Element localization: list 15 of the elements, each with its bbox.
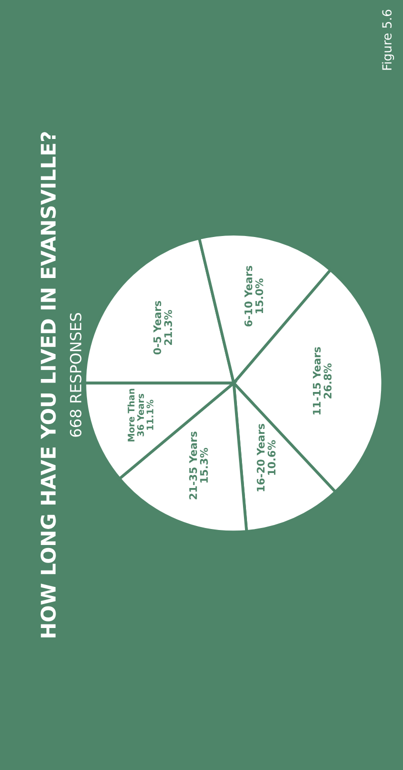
caption: Figure 5.6 [382,10,394,70]
data-label: 21.3% [164,310,172,345]
data-label: 15.3% [200,448,208,482]
data-label: 11.1% [146,400,154,430]
text: 668 RESPONSES [70,313,82,437]
slice-label: 21-35 Years [189,432,198,500]
slice-label: More Than 36 Years [128,388,144,442]
data-label: 10.6% [268,440,276,475]
data-label: 15.0% [255,278,264,314]
slice-label: 11-15 Years [312,347,321,414]
slice-label: 16-20 Years [256,424,265,492]
slice-label: 0-5 Years [153,300,162,354]
data-label: 26.8% [324,363,332,398]
text: HOW LONG HAVE YOU LIVED IN EVANSVILLE? [40,132,56,638]
slice-label: 6-10 Years [244,266,252,326]
